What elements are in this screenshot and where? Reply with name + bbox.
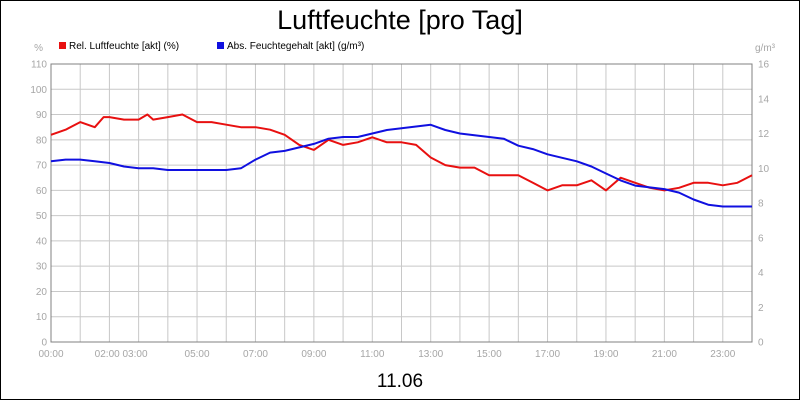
legend-swatch-rel-humidity	[59, 42, 66, 49]
x-tick-label: 09:00	[301, 349, 326, 360]
right-tick-label: 8	[758, 199, 764, 210]
x-tick-label: 07:00	[243, 349, 268, 360]
x-tick-label: 13:00	[418, 349, 443, 360]
x-tick-label: 23:00	[710, 349, 735, 360]
axes: 0 10 20 30 40 50 60 70 80 90 100 110 0 2 4 6 8 10 12 14 16 00…	[30, 60, 769, 361]
right-tick-label: 12	[758, 129, 770, 140]
series-line-abs-humidity	[50, 123, 752, 208]
x-tick-label: 05:00	[185, 349, 210, 360]
series	[50, 113, 753, 208]
right-tick-label: 6	[758, 233, 764, 244]
left-tick-label: 70	[36, 161, 48, 172]
x-tick-label: 17:00	[535, 349, 560, 360]
x-tick-label: 00:00	[38, 349, 63, 360]
left-tick-label: 40	[36, 236, 48, 247]
chart-title: Luftfeuchte [pro Tag]	[277, 5, 523, 35]
x-tick-label: 02:00 03:00	[95, 349, 148, 360]
left-tick-label: 0	[41, 338, 47, 349]
right-tick-label: 0	[758, 338, 764, 349]
left-tick-label: 50	[36, 211, 48, 222]
right-tick-label: 10	[758, 164, 770, 175]
legend-swatch-abs-humidity	[217, 42, 224, 49]
x-tick-label: 15:00	[477, 349, 502, 360]
x-tick-label: 11:00	[360, 349, 385, 360]
right-tick-label: 4	[758, 268, 764, 279]
series-line-rel-humidity	[50, 113, 753, 192]
plot-border	[50, 63, 753, 343]
left-tick-label: 20	[36, 287, 48, 298]
left-tick-label: 100	[30, 85, 47, 96]
left-tick-label: 90	[36, 110, 48, 121]
legend-label-rel-humidity: Rel. Luftfeuchte [akt] (%)	[69, 41, 179, 52]
left-tick-label: 10	[36, 312, 48, 323]
x-tick-label: 21:00	[652, 349, 677, 360]
x-tick-label: 19:00	[593, 349, 618, 360]
right-axis-unit: g/m³	[755, 43, 776, 54]
right-tick-label: 14	[758, 94, 770, 105]
grid	[50, 63, 753, 343]
left-tick-label: 30	[36, 262, 48, 273]
left-tick-label: 60	[36, 186, 48, 197]
left-tick-label: 80	[36, 135, 48, 146]
right-tick-label: 16	[758, 60, 770, 71]
date-label: 11.06	[377, 371, 423, 392]
legend-label-abs-humidity: Abs. Feuchtegehalt [akt] (g/m³)	[227, 41, 364, 52]
right-tick-label: 2	[758, 303, 764, 314]
left-axis-unit: %	[34, 43, 43, 54]
legend: Rel. Luftfeuchte [akt] (%) Abs. Feuchteg…	[59, 41, 364, 52]
left-tick-label: 110	[31, 60, 47, 71]
